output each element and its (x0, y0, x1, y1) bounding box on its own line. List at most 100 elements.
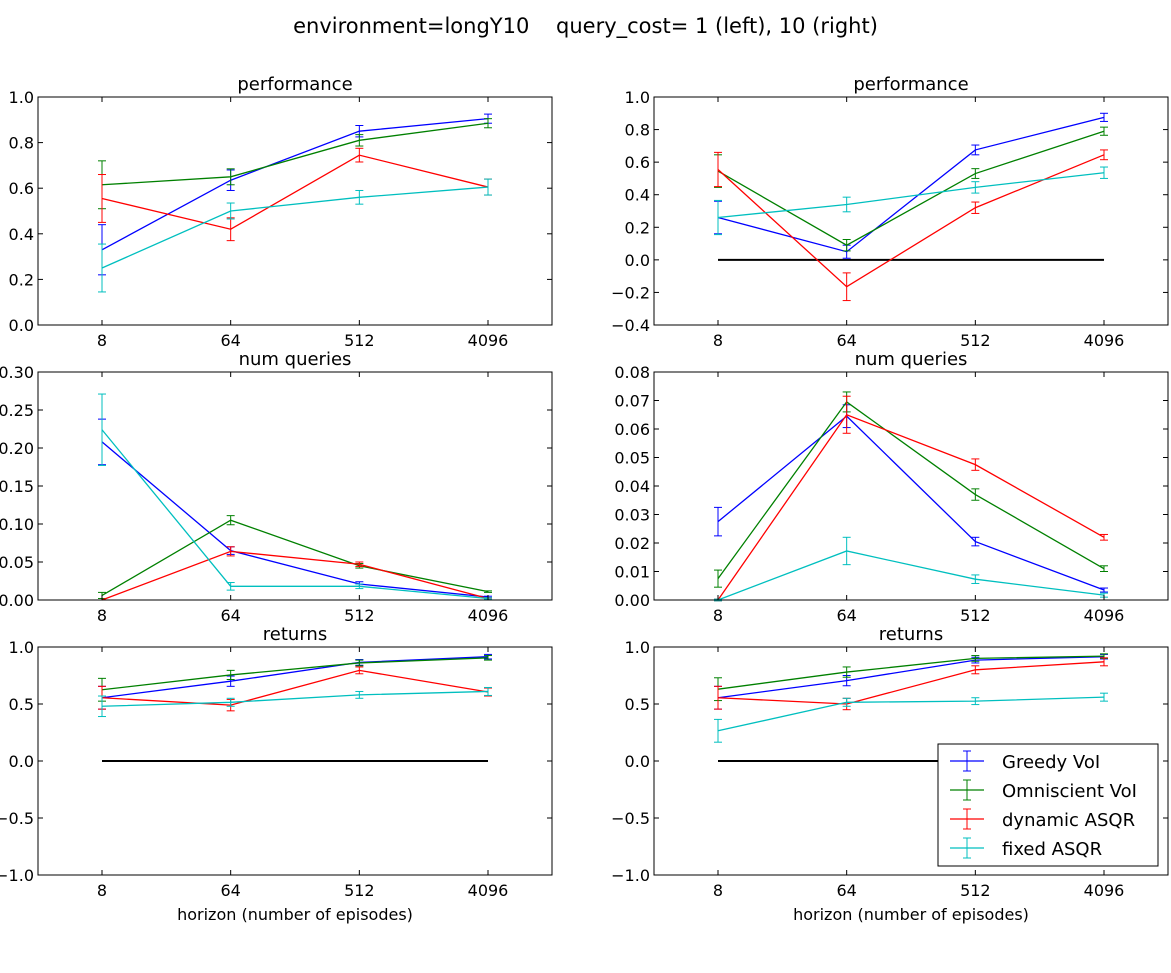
y-tick-label: 0.8 (625, 121, 650, 140)
series-line (717, 415, 1105, 591)
y-tick-label: 0.05 (614, 449, 650, 468)
series-fixed-asqr (98, 686, 493, 718)
series-line (717, 154, 1105, 288)
axes-frame (653, 371, 1169, 601)
x-tick-label: 4096 (468, 881, 509, 900)
panel-title: num queries (239, 349, 352, 370)
legend-item-greedy-voi: Greedy VoI (950, 750, 1100, 773)
x-tick-label: 512 (960, 881, 991, 900)
series-line (101, 657, 489, 691)
panel-bottom-left: returns −1.0 −0.5 0.0 0.5 1.0 8 64 512 4096 horizo… (0, 624, 553, 924)
series-greedy-voi (98, 418, 493, 599)
y-tick-label: −1.0 (611, 866, 650, 885)
y-tick-label: 0.4 (9, 225, 34, 244)
panel-title: num queries (855, 349, 968, 370)
series-line (717, 413, 1105, 601)
series-greedy-voi (714, 112, 1109, 259)
y-tick-label: 0.6 (9, 179, 34, 198)
legend-label: Omniscient VoI (1002, 781, 1137, 802)
y-tick-label: 0.00 (614, 591, 650, 610)
x-tick-label: 4096 (1084, 881, 1125, 900)
panel-title: returns (263, 624, 327, 645)
legend-label: Greedy VoI (1002, 752, 1100, 773)
x-tick-label: 64 (220, 881, 240, 900)
y-tick-label: 0.2 (9, 270, 34, 289)
x-tick-label: 512 (344, 331, 375, 350)
y-tick-label: 0.5 (9, 695, 34, 714)
y-tick-label: 0.0 (625, 251, 650, 270)
y-tick-label: −0.5 (611, 809, 650, 828)
series-line (101, 519, 489, 597)
y-tick-label: 1.0 (9, 88, 34, 107)
x-tick-label: 64 (220, 606, 240, 625)
series-dynamic-asqr (714, 657, 1109, 711)
x-tick-label: 64 (220, 331, 240, 350)
x-tick-label: 8 (97, 331, 107, 350)
x-tick-label: 4096 (1084, 331, 1125, 350)
series-dynamic-asqr (714, 149, 1109, 302)
series-fixed-asqr (714, 536, 1109, 602)
legend-label: fixed ASQR (1002, 839, 1102, 860)
legend-item-dynamic-asqr: dynamic ASQR (950, 808, 1135, 831)
series-dynamic-asqr (714, 395, 1109, 602)
legend-item-fixed-asqr: fixed ASQR (950, 837, 1102, 860)
x-tick-label: 64 (836, 331, 856, 350)
x-tick-label: 512 (344, 606, 375, 625)
legend-label: dynamic ASQR (1002, 810, 1135, 831)
axes-frame (653, 96, 1169, 326)
panel-top-right: performance −0.4 −0.2 0.0 0.2 0.4 0.6 0.8 1.0 8 64… (611, 74, 1169, 350)
series-omniscient-voi (714, 653, 1109, 702)
panel-title: performance (853, 74, 968, 95)
y-tick-label: 0.04 (614, 477, 650, 496)
figure-suptitle: environment=longY10 query_cost= 1 (left)… (293, 14, 878, 38)
y-tick-label: 0.4 (625, 186, 650, 205)
series-line (717, 172, 1105, 219)
series-line (717, 550, 1105, 601)
panel-title: returns (879, 624, 943, 645)
y-tick-label: 0.20 (0, 439, 34, 458)
legend-frame (937, 743, 1159, 867)
y-tick-label: 0.08 (614, 363, 650, 382)
series-omniscient-voi (98, 655, 493, 702)
x-tick-label: 8 (97, 606, 107, 625)
y-tick-label: 0.05 (0, 553, 34, 572)
series-line (101, 154, 489, 230)
legend: Greedy VoI Omniscient VoI dynamic ASQR fixe… (937, 743, 1159, 867)
panel-middle-right: num queries 0.00 0.01 0.02 0.03 0.04 0.05 0.06 0… (614, 349, 1169, 625)
panel-bottom-right: returns −1.0 −0.5 0.0 0.5 1.0 8 64 512 4096 horizo… (611, 624, 1169, 924)
series-line (101, 118, 489, 251)
x-tick-label: 8 (713, 881, 723, 900)
axes-frame (37, 371, 553, 601)
y-tick-label: −0.5 (0, 809, 34, 828)
x-axis-label: horizon (number of episodes) (177, 905, 413, 924)
y-tick-label: 0.01 (614, 563, 650, 582)
series-fixed-asqr (98, 178, 493, 293)
y-tick-label: 0.0 (625, 752, 650, 771)
y-tick-label: 0.5 (625, 695, 650, 714)
series-line (717, 401, 1105, 580)
y-tick-label: 0.15 (0, 477, 34, 496)
panel-middle-left: num queries 0.00 0.05 0.10 0.15 0.20 0.25 0.30 8… (0, 349, 553, 625)
y-tick-label: 0.02 (614, 534, 650, 553)
x-tick-label: 512 (344, 881, 375, 900)
x-tick-label: 512 (960, 331, 991, 350)
y-tick-label: 1.0 (625, 638, 650, 657)
axes-frame (37, 96, 553, 326)
y-tick-label: 0.10 (0, 515, 34, 534)
series-line (717, 661, 1105, 705)
series-greedy-voi (98, 113, 493, 276)
y-tick-label: 0.2 (625, 218, 650, 237)
series-dynamic-asqr (98, 147, 493, 242)
series-line (717, 655, 1105, 690)
x-tick-label: 8 (713, 331, 723, 350)
x-tick-label: 4096 (468, 331, 509, 350)
series-fixed-asqr (714, 692, 1109, 743)
x-tick-label: 4096 (1084, 606, 1125, 625)
y-tick-label: 0.30 (0, 363, 34, 382)
x-tick-label: 8 (97, 881, 107, 900)
series-omniscient-voi (98, 118, 493, 210)
y-tick-label: 0.25 (0, 401, 34, 420)
series-line (101, 550, 489, 601)
